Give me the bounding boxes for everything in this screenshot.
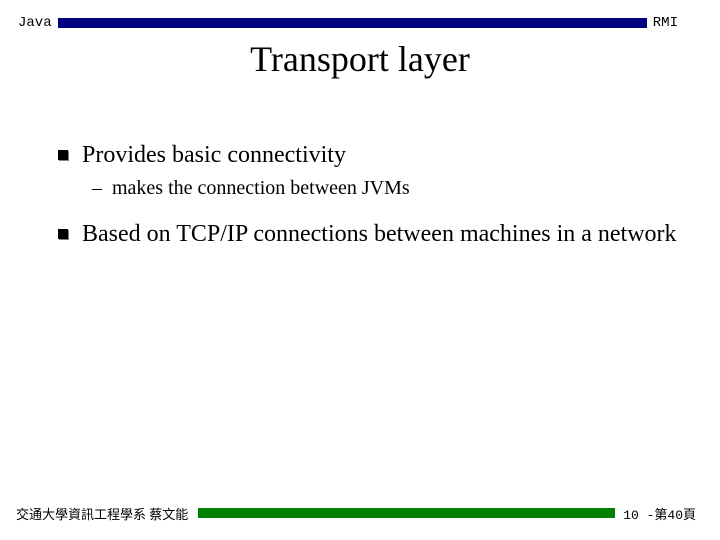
- header-bar: [58, 18, 647, 28]
- footer-left-label: 交通大學資訊工程學系 蔡文能: [16, 504, 188, 523]
- footer-row: 交通大學資訊工程學系 蔡文能 10 -第40頁: [16, 504, 696, 522]
- header-row: Java RMI: [18, 14, 678, 32]
- footer-bar: [198, 508, 615, 518]
- bullet-l1-marker-icon: [58, 150, 68, 160]
- content-area: Provides basic connectivity – makes the …: [58, 140, 690, 255]
- bullet-item: Based on TCP/IP connections between mach…: [58, 219, 690, 249]
- header-left-label: Java: [18, 15, 52, 31]
- header-right-label: RMI: [653, 15, 678, 31]
- slide-title: Transport layer: [0, 38, 720, 80]
- bullet-l1-marker-icon: [58, 229, 68, 239]
- bullet-l2-text: makes the connection between JVMs: [112, 176, 690, 201]
- bullet-l1-text: Based on TCP/IP connections between mach…: [82, 219, 690, 249]
- bullet-l1-text: Provides basic connectivity: [82, 140, 690, 170]
- bullet-item: Provides basic connectivity: [58, 140, 690, 170]
- footer-right-label: 10 -第40頁: [623, 504, 696, 523]
- bullet-subitem: – makes the connection between JVMs: [92, 176, 690, 201]
- bullet-l2-marker-icon: –: [92, 176, 102, 201]
